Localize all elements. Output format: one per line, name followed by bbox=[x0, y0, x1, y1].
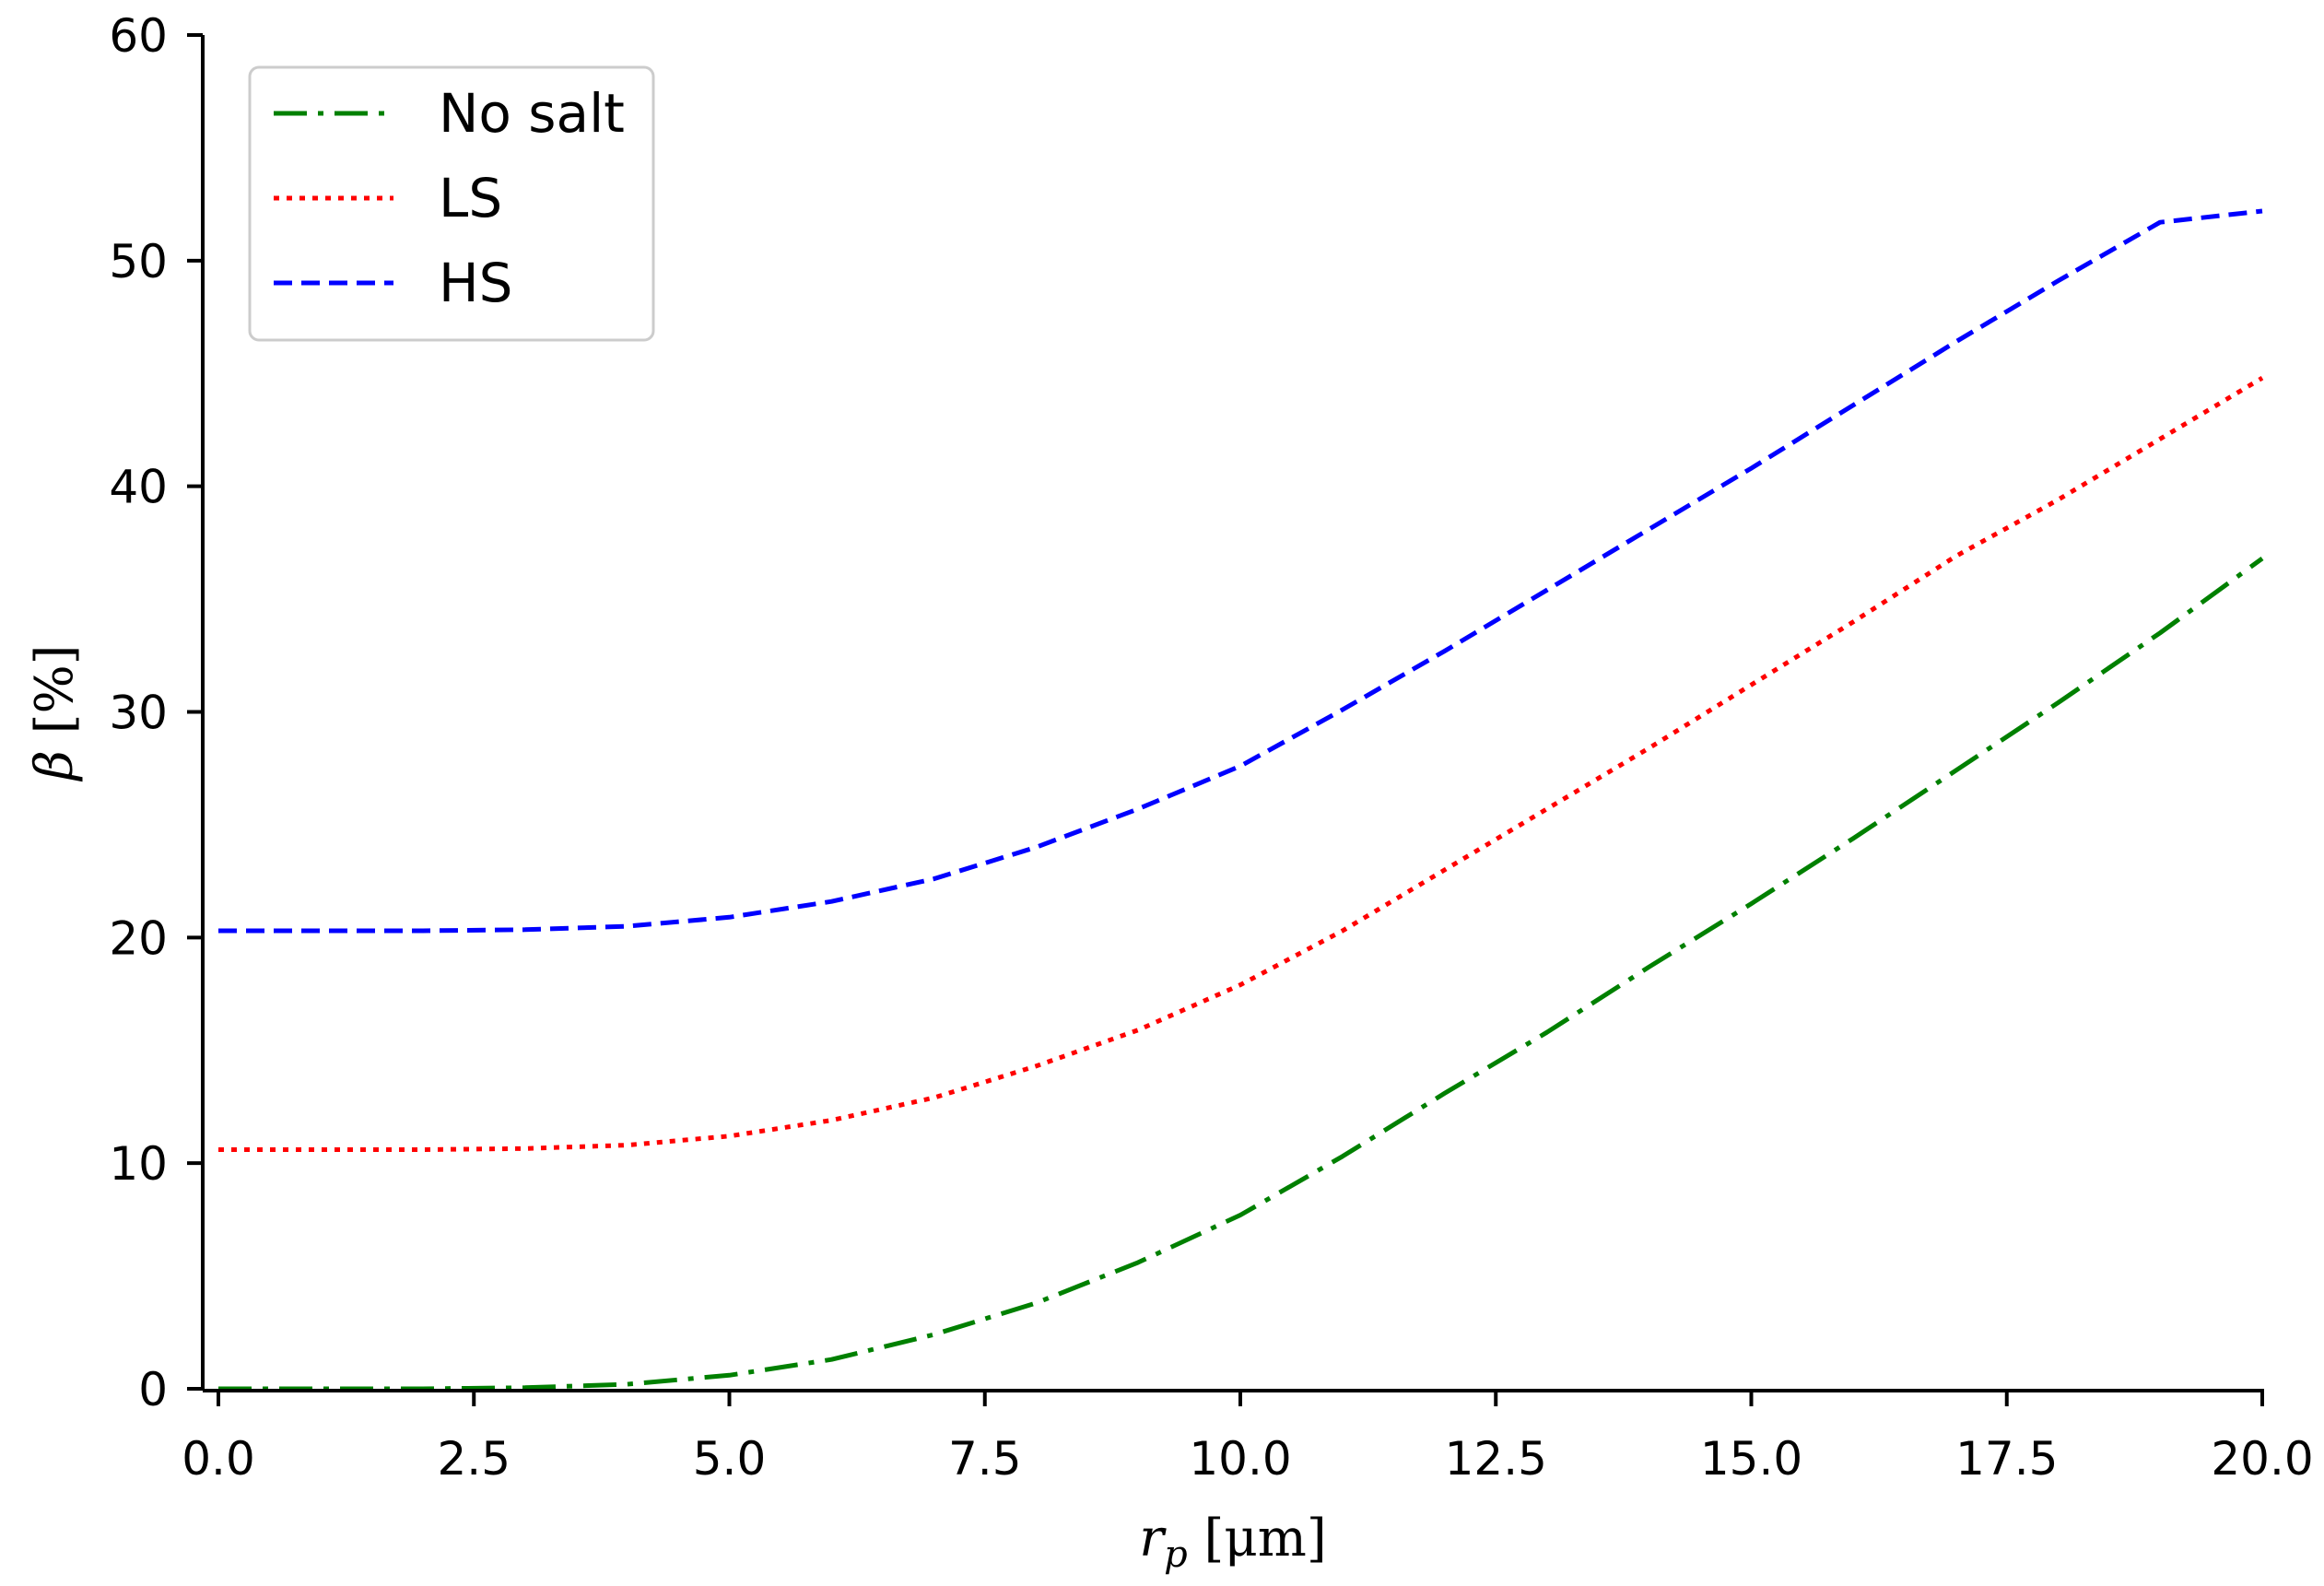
y-tick-label: 60 bbox=[109, 9, 168, 63]
series-line-hs bbox=[218, 208, 2263, 934]
legend-items: No salt LS HS bbox=[274, 82, 625, 314]
x-tick-label: 15.0 bbox=[1700, 1432, 1802, 1486]
series-line-no-salt bbox=[218, 556, 2264, 1392]
y-tick-label: 20 bbox=[109, 911, 168, 965]
legend-label: LS bbox=[439, 167, 502, 229]
y-axis-label-unit: [%] bbox=[25, 644, 85, 750]
x-tick-label: 2.5 bbox=[437, 1432, 511, 1486]
legend: No salt LS HS bbox=[248, 65, 655, 342]
y-axis-label-var: β bbox=[25, 750, 85, 781]
y-tick-label: 30 bbox=[109, 687, 168, 740]
legend-box bbox=[248, 65, 655, 342]
x-tick-label: 10.0 bbox=[1189, 1432, 1291, 1486]
x-tick-label: 12.5 bbox=[1445, 1432, 1547, 1486]
x-axis-label-sub: p bbox=[1164, 1533, 1188, 1576]
legend-label: HS bbox=[439, 252, 512, 314]
y-axis-label: β [%] bbox=[25, 644, 85, 781]
y-tick-label: 40 bbox=[109, 461, 168, 514]
x-tick-label: 20.0 bbox=[2211, 1432, 2313, 1486]
x-axis-label: rp [μm] bbox=[1139, 1509, 1326, 1576]
y-tick-label: 0 bbox=[138, 1363, 168, 1416]
x-tick-label: 5.0 bbox=[693, 1432, 767, 1486]
plot-lines bbox=[218, 208, 2264, 1392]
legend-label: No salt bbox=[439, 82, 625, 145]
x-tick-label: 17.5 bbox=[1955, 1432, 2058, 1486]
x-axis-label-unit: [μm] bbox=[1188, 1509, 1327, 1568]
y-tick-label: 10 bbox=[109, 1137, 168, 1191]
x-axis-label-var: r bbox=[1139, 1509, 1167, 1568]
series-line-ls bbox=[218, 375, 2264, 1152]
x-ticks: 0.0 2.5 5.0 7.5 10.0 12.5 15.0 17.5 20.0 bbox=[182, 1391, 2314, 1486]
y-ticks: 0 10 20 30 40 50 60 bbox=[109, 9, 203, 1416]
y-tick-label: 50 bbox=[109, 235, 168, 288]
x-tick-label: 7.5 bbox=[948, 1432, 1022, 1486]
x-tick-label: 0.0 bbox=[182, 1432, 255, 1486]
